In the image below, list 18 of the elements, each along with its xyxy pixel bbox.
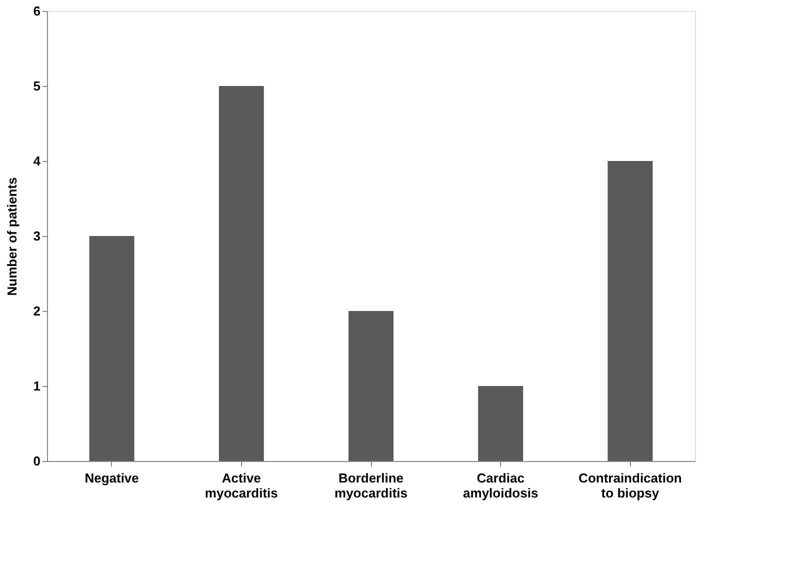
y-tick-label: 5 (33, 78, 40, 94)
y-axis-title: Number of patients (4, 177, 20, 296)
y-tick-label: 4 (33, 154, 42, 168)
y-tick-label: 6 (33, 4, 40, 18)
x-tick-label: Cardiac amyloidosis (463, 470, 538, 500)
x-tick-label: Negative (84, 470, 139, 486)
x-tick-label: Contraindication to biopsy (578, 470, 682, 500)
bar (348, 311, 394, 461)
bar (478, 386, 524, 461)
x-tick-label: Borderline myocarditis (334, 470, 408, 500)
y-tick-label: 1 (33, 378, 40, 394)
bar (89, 236, 134, 461)
bar (608, 161, 653, 461)
y-tick-label: 3 (33, 228, 40, 244)
y-tick-label: 0 (33, 454, 40, 468)
bar (218, 86, 264, 461)
x-tick-label: Active myocarditis (204, 470, 278, 500)
y-tick-label: 2 (33, 304, 40, 318)
